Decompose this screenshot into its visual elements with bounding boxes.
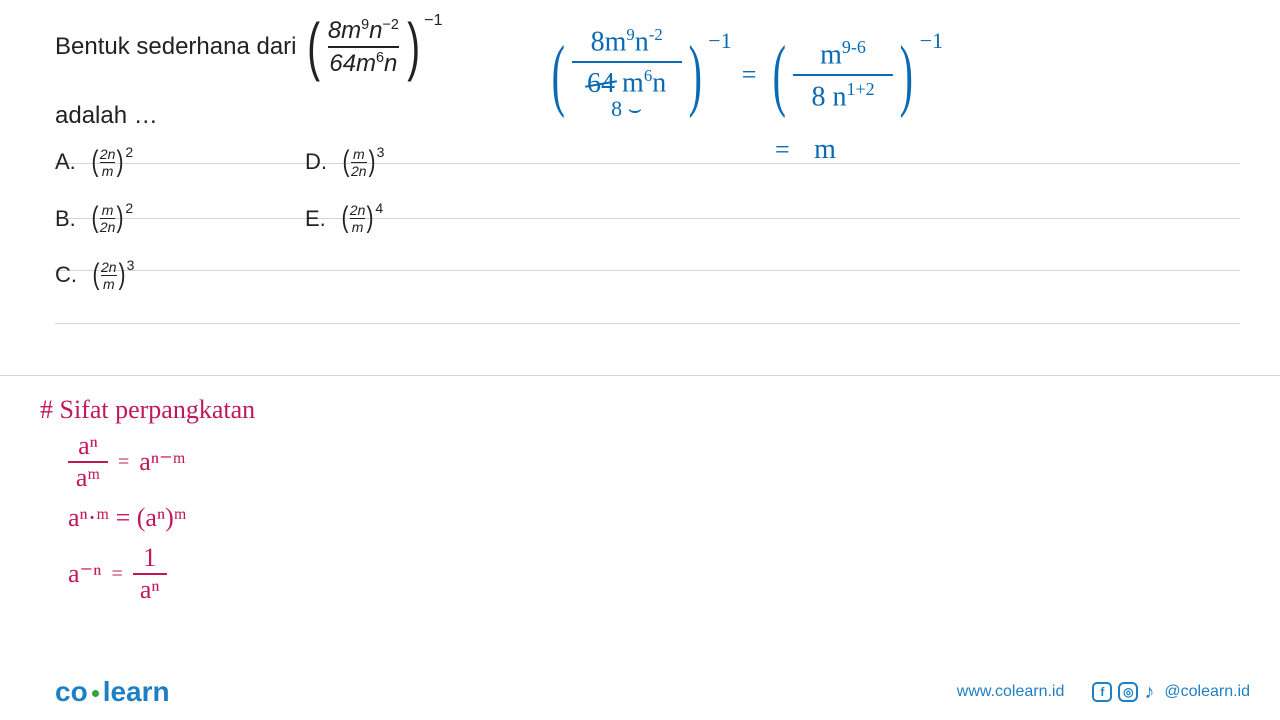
footer-url: www.colearn.id xyxy=(957,683,1065,701)
tiktok-icon: ♪ xyxy=(1144,681,1154,704)
outer-exponent: −1 xyxy=(424,10,442,32)
social-icons: f ◎ ♪ @colearn.id xyxy=(1092,681,1250,704)
problem-block: Bentuk sederhana dari ( 8m9n−2 64m6n ) −… xyxy=(55,18,555,311)
handwriting-rules: # Sifat perpangkatan aⁿ aᵐ = aⁿ⁻ᵐ aⁿ·ᵐ =… xyxy=(40,395,255,605)
adalah-text: adalah … xyxy=(55,100,555,132)
choice-a: A. ( 2nm ) 2 xyxy=(55,142,305,183)
choice-d: D. ( m2n ) 3 xyxy=(305,142,555,183)
choice-c: C. ( 2nm ) 3 xyxy=(55,255,305,296)
facebook-icon: f xyxy=(1092,682,1112,702)
choice-b: B. ( m2n ) 2 xyxy=(55,198,305,239)
prompt-text: Bentuk sederhana dari xyxy=(55,31,297,63)
handwriting-working: ( 8m9n-2 64 m6n 8 ⌣ ) −1 = ( m9-6 8 n1+2… xyxy=(545,25,943,166)
rules-title: # Sifat perpangkatan xyxy=(40,395,255,425)
choice-e: E. ( 2nm ) 4 xyxy=(305,198,555,239)
social-handle: @colearn.id xyxy=(1164,683,1250,701)
footer: colearn www.colearn.id f ◎ ♪ @colearn.id xyxy=(0,676,1280,708)
choices: A. ( 2nm ) 2 D. ( m2n ) 3 B. xyxy=(55,142,555,312)
instagram-icon: ◎ xyxy=(1118,682,1138,702)
main-fraction: ( 8m9n−2 64m6n ) −1 xyxy=(303,18,443,76)
logo: colearn xyxy=(55,676,170,708)
